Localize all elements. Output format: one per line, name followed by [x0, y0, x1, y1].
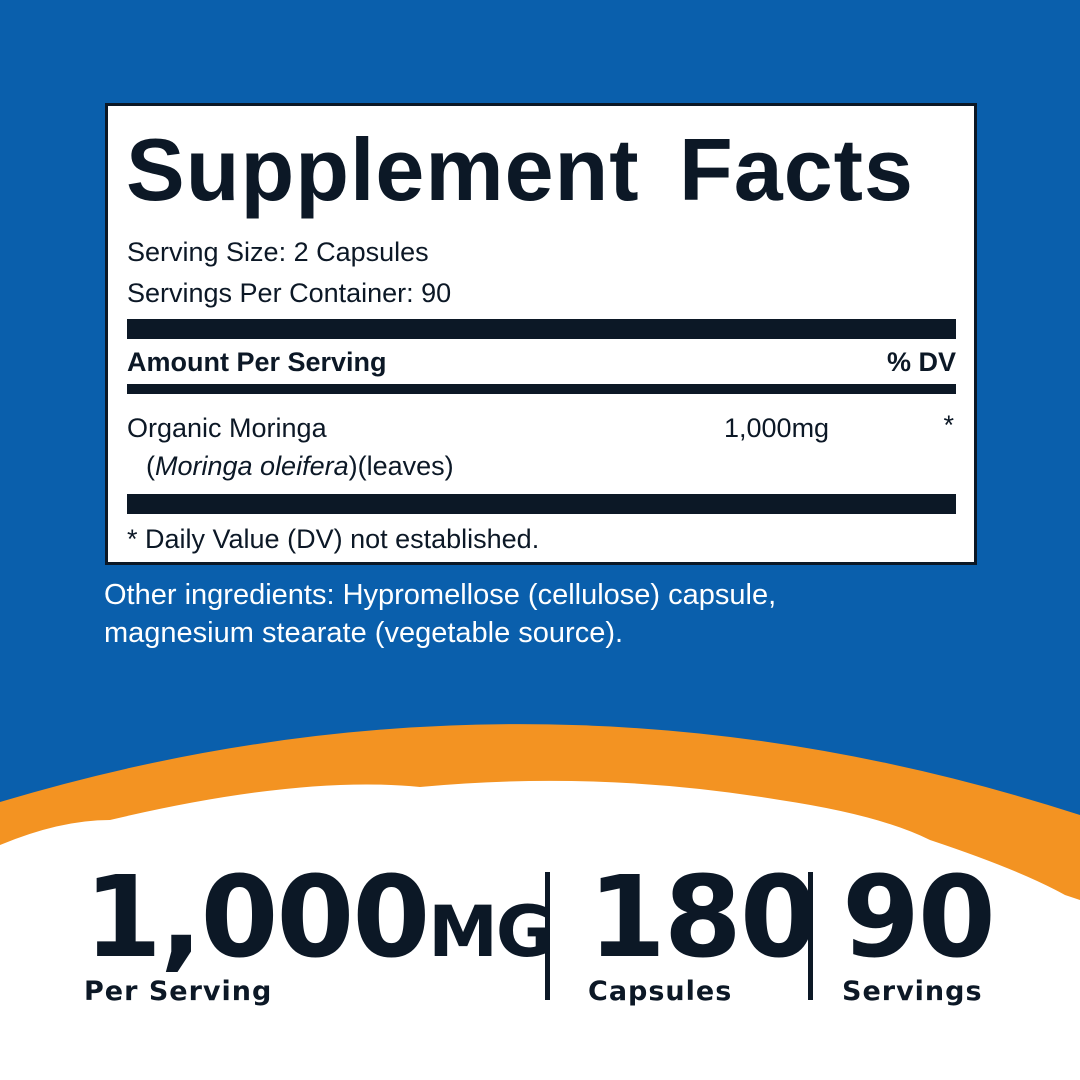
stat-label: Per Serving	[84, 976, 273, 1007]
ingredient-dv: *	[943, 410, 954, 440]
stat-dose: 1,000MG Per Serving	[84, 862, 553, 1007]
thick-divider	[127, 494, 956, 514]
supplement-facts-panel: Supplement Facts Serving Size: 2 Capsule…	[105, 103, 977, 565]
servings-per-container: Servings Per Container: 90	[127, 278, 452, 308]
stat-label: Capsules	[588, 976, 733, 1007]
other-ingredients-line: magnesium stearate (vegetable source).	[104, 617, 624, 649]
stat-servings: 90 Servings	[842, 853, 996, 1007]
stat-value: 90	[842, 853, 996, 983]
panel-title: Supplement Facts	[126, 120, 914, 219]
vertical-divider	[808, 872, 813, 1000]
amount-per-serving-header: Amount Per Serving	[127, 347, 387, 377]
thick-divider	[127, 319, 956, 339]
ingredient-amount: 1,000mg	[724, 413, 830, 443]
stat-value: 180	[588, 853, 818, 983]
other-ingredients: Other ingredients: Hypromellose (cellulo…	[104, 576, 776, 652]
ingredient-latin: Moringa oleifera	[155, 451, 349, 481]
ingredient-latin-line: (Moringa oleifera)(leaves)	[146, 451, 454, 481]
stat-label: Servings	[842, 976, 983, 1007]
footnote: * Daily Value (DV) not established.	[127, 524, 540, 554]
stat-unit: MG	[428, 891, 553, 973]
medium-divider	[127, 384, 956, 394]
stat-capsules: 180 Capsules	[588, 853, 818, 1007]
stat-value: 1,000	[84, 853, 430, 983]
dv-header: % DV	[886, 347, 956, 377]
serving-size: Serving Size: 2 Capsules	[127, 237, 429, 267]
ingredient-part: (leaves)	[357, 451, 454, 481]
other-ingredients-line: Other ingredients: Hypromellose (cellulo…	[104, 579, 777, 611]
ingredient-name: Organic Moringa	[127, 413, 327, 443]
vertical-divider	[545, 872, 550, 1000]
